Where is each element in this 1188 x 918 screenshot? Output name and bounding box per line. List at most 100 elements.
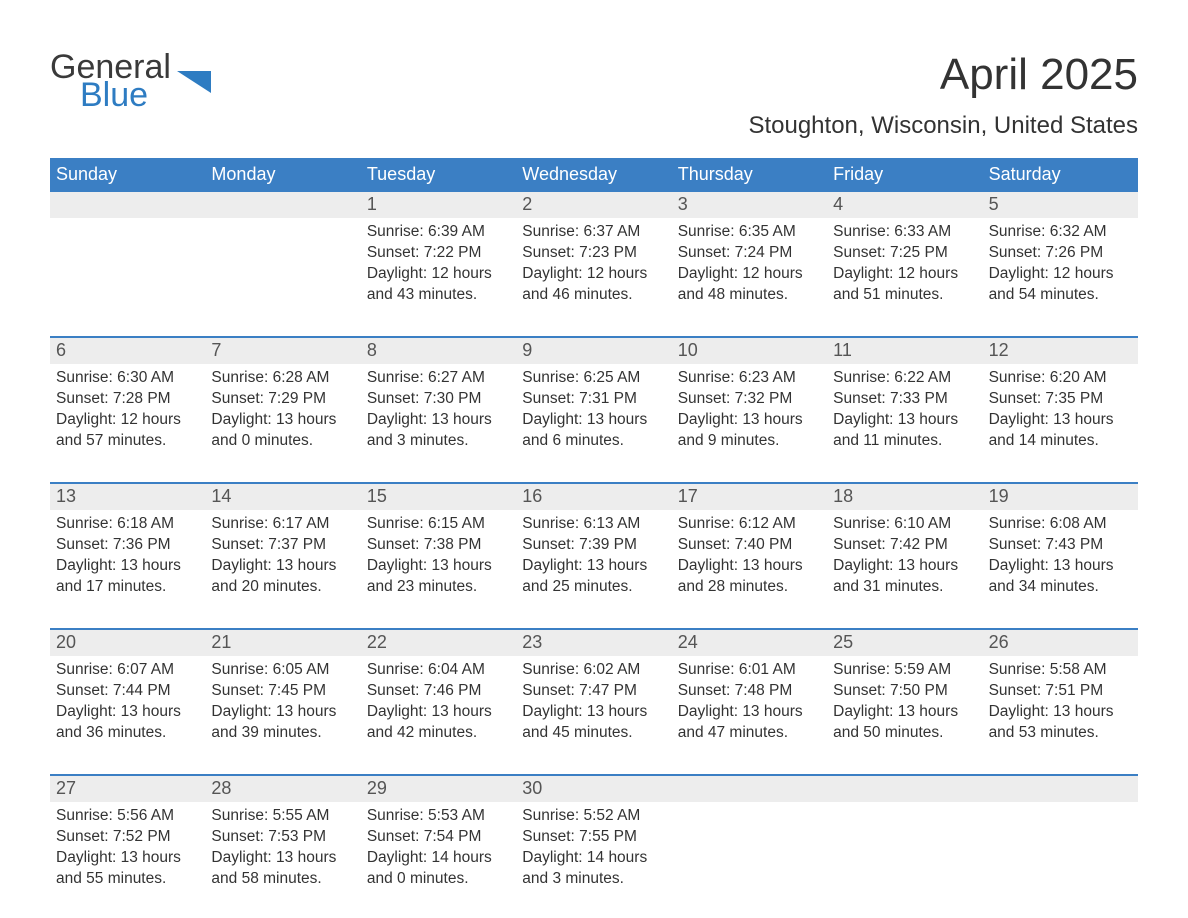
sunset-line: Sunset: 7:24 PM: [678, 243, 821, 264]
day-cell: Sunrise: 6:05 AMSunset: 7:45 PMDaylight:…: [205, 656, 360, 756]
daylight-line: Daylight: 13 hours and 6 minutes.: [522, 410, 665, 452]
daylight-line: Daylight: 13 hours and 58 minutes.: [211, 848, 354, 890]
day-cell: Sunrise: 6:18 AMSunset: 7:36 PMDaylight:…: [50, 510, 205, 610]
sunrise-line: Sunrise: 6:20 AM: [989, 368, 1132, 389]
daylight-line: Daylight: 12 hours and 43 minutes.: [367, 264, 510, 306]
day-number: 15: [361, 484, 516, 510]
sunrise-line: Sunrise: 6:33 AM: [833, 222, 976, 243]
day-number: 9: [516, 338, 671, 364]
weekday-label: Friday: [827, 158, 982, 192]
day-number: 16: [516, 484, 671, 510]
sunrise-line: Sunrise: 6:27 AM: [367, 368, 510, 389]
day-number: 28: [205, 776, 360, 802]
sunset-line: Sunset: 7:35 PM: [989, 389, 1132, 410]
day-number: [672, 776, 827, 802]
sunrise-line: Sunrise: 5:59 AM: [833, 660, 976, 681]
daylight-line: Daylight: 13 hours and 20 minutes.: [211, 556, 354, 598]
sunset-line: Sunset: 7:46 PM: [367, 681, 510, 702]
sunrise-line: Sunrise: 6:28 AM: [211, 368, 354, 389]
day-cell: Sunrise: 5:55 AMSunset: 7:53 PMDaylight:…: [205, 802, 360, 902]
sunset-line: Sunset: 7:40 PM: [678, 535, 821, 556]
sunset-line: Sunset: 7:52 PM: [56, 827, 199, 848]
sunset-line: Sunset: 7:53 PM: [211, 827, 354, 848]
day-cell: Sunrise: 6:02 AMSunset: 7:47 PMDaylight:…: [516, 656, 671, 756]
day-cell: Sunrise: 6:22 AMSunset: 7:33 PMDaylight:…: [827, 364, 982, 464]
daylight-line: Daylight: 12 hours and 48 minutes.: [678, 264, 821, 306]
daylight-line: Daylight: 13 hours and 45 minutes.: [522, 702, 665, 744]
daylight-line: Daylight: 13 hours and 55 minutes.: [56, 848, 199, 890]
day-number: 27: [50, 776, 205, 802]
day-number: 10: [672, 338, 827, 364]
day-cell: Sunrise: 5:53 AMSunset: 7:54 PMDaylight:…: [361, 802, 516, 902]
daynum-row: 12345: [50, 192, 1138, 218]
day-number: 7: [205, 338, 360, 364]
day-cell: Sunrise: 6:32 AMSunset: 7:26 PMDaylight:…: [983, 218, 1138, 318]
sunrise-line: Sunrise: 6:32 AM: [989, 222, 1132, 243]
daylight-line: Daylight: 13 hours and 14 minutes.: [989, 410, 1132, 452]
sunset-line: Sunset: 7:39 PM: [522, 535, 665, 556]
sunrise-line: Sunrise: 6:12 AM: [678, 514, 821, 535]
sunrise-line: Sunrise: 6:01 AM: [678, 660, 821, 681]
sunrise-line: Sunrise: 6:08 AM: [989, 514, 1132, 535]
daylight-line: Daylight: 13 hours and 47 minutes.: [678, 702, 821, 744]
day-cell: Sunrise: 5:56 AMSunset: 7:52 PMDaylight:…: [50, 802, 205, 902]
day-cell: [205, 218, 360, 318]
day-cell: Sunrise: 6:04 AMSunset: 7:46 PMDaylight:…: [361, 656, 516, 756]
day-cell: Sunrise: 6:30 AMSunset: 7:28 PMDaylight:…: [50, 364, 205, 464]
daynum-row: 27282930: [50, 776, 1138, 802]
day-cell: Sunrise: 6:37 AMSunset: 7:23 PMDaylight:…: [516, 218, 671, 318]
sunset-line: Sunset: 7:44 PM: [56, 681, 199, 702]
day-number: 29: [361, 776, 516, 802]
daynum-row: 13141516171819: [50, 484, 1138, 510]
sunrise-line: Sunrise: 5:55 AM: [211, 806, 354, 827]
day-number: 19: [983, 484, 1138, 510]
daylight-line: Daylight: 14 hours and 3 minutes.: [522, 848, 665, 890]
day-number: 6: [50, 338, 205, 364]
day-cell: Sunrise: 6:15 AMSunset: 7:38 PMDaylight:…: [361, 510, 516, 610]
calendar-week: 6789101112Sunrise: 6:30 AMSunset: 7:28 P…: [50, 336, 1138, 464]
day-number: 17: [672, 484, 827, 510]
sunset-line: Sunset: 7:22 PM: [367, 243, 510, 264]
daylight-line: Daylight: 13 hours and 42 minutes.: [367, 702, 510, 744]
day-number: 14: [205, 484, 360, 510]
sunset-line: Sunset: 7:54 PM: [367, 827, 510, 848]
day-number: 13: [50, 484, 205, 510]
daylight-line: Daylight: 12 hours and 51 minutes.: [833, 264, 976, 306]
weekday-header: SundayMondayTuesdayWednesdayThursdayFrid…: [50, 158, 1138, 192]
daylight-line: Daylight: 13 hours and 17 minutes.: [56, 556, 199, 598]
sunset-line: Sunset: 7:23 PM: [522, 243, 665, 264]
calendar-week: 27282930Sunrise: 5:56 AMSunset: 7:52 PMD…: [50, 774, 1138, 902]
calendar: SundayMondayTuesdayWednesdayThursdayFrid…: [50, 158, 1138, 902]
day-number: 8: [361, 338, 516, 364]
sunset-line: Sunset: 7:32 PM: [678, 389, 821, 410]
daynum-row: 6789101112: [50, 338, 1138, 364]
sunset-line: Sunset: 7:47 PM: [522, 681, 665, 702]
day-number: [983, 776, 1138, 802]
daylight-line: Daylight: 12 hours and 46 minutes.: [522, 264, 665, 306]
daylight-line: Daylight: 13 hours and 9 minutes.: [678, 410, 821, 452]
sunrise-line: Sunrise: 6:13 AM: [522, 514, 665, 535]
sunset-line: Sunset: 7:26 PM: [989, 243, 1132, 264]
day-cell: Sunrise: 6:01 AMSunset: 7:48 PMDaylight:…: [672, 656, 827, 756]
logo: General Blue: [50, 50, 211, 112]
month-title: April 2025: [748, 50, 1138, 100]
day-cell: Sunrise: 6:17 AMSunset: 7:37 PMDaylight:…: [205, 510, 360, 610]
sunset-line: Sunset: 7:51 PM: [989, 681, 1132, 702]
sunset-line: Sunset: 7:28 PM: [56, 389, 199, 410]
sunrise-line: Sunrise: 6:10 AM: [833, 514, 976, 535]
calendar-week: 12345Sunrise: 6:39 AMSunset: 7:22 PMDayl…: [50, 192, 1138, 318]
day-number: 4: [827, 192, 982, 218]
day-number: 30: [516, 776, 671, 802]
day-cell: Sunrise: 6:39 AMSunset: 7:22 PMDaylight:…: [361, 218, 516, 318]
day-cell: Sunrise: 6:07 AMSunset: 7:44 PMDaylight:…: [50, 656, 205, 756]
daynum-row: 20212223242526: [50, 630, 1138, 656]
day-number: [50, 192, 205, 218]
day-cell: Sunrise: 5:58 AMSunset: 7:51 PMDaylight:…: [983, 656, 1138, 756]
day-number: 25: [827, 630, 982, 656]
day-number: 12: [983, 338, 1138, 364]
calendar-week: 20212223242526Sunrise: 6:07 AMSunset: 7:…: [50, 628, 1138, 756]
sunrise-line: Sunrise: 6:23 AM: [678, 368, 821, 389]
weekday-label: Monday: [205, 158, 360, 192]
day-number: 5: [983, 192, 1138, 218]
day-cell: Sunrise: 6:20 AMSunset: 7:35 PMDaylight:…: [983, 364, 1138, 464]
